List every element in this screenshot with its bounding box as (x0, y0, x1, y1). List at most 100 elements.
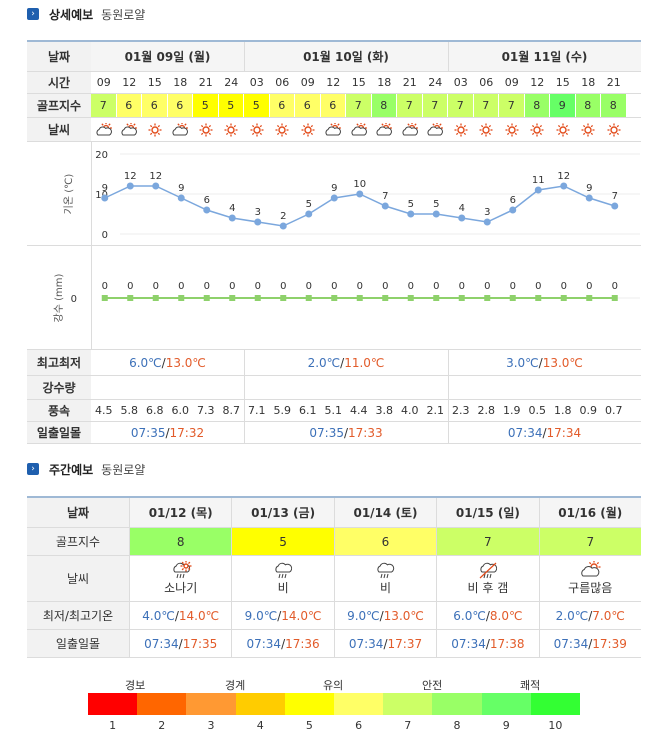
date-header-2: 01월 10일 (화) (303, 50, 389, 64)
sunrise-time: 07:34 (553, 636, 589, 651)
temp-data-label: 6 (510, 195, 516, 206)
temp-data-label: 4 (229, 203, 235, 214)
legend-number: 5 (305, 719, 313, 732)
weekly-weather: 비 (333, 556, 436, 601)
temp-point (330, 194, 338, 202)
precip-point (178, 295, 185, 301)
partly-cloudy-icon (168, 118, 194, 141)
temp-data-label: 9 (102, 183, 108, 194)
golf-index-cell: 6 (116, 94, 142, 117)
legend-swatch (88, 693, 138, 715)
golf-index-cell: 6 (167, 94, 193, 117)
golf-index-cell: 8 (371, 94, 397, 117)
precip-point (203, 295, 210, 301)
wind-cell: 6.1 (299, 404, 317, 417)
sunny-icon (525, 118, 551, 141)
sunny-icon (576, 118, 602, 141)
date-row: 날짜 01월 09일 (월) 01월 10일 (화) 01월 11일 (수) (27, 42, 641, 72)
wind-cell: 4.0 (401, 404, 419, 417)
weekly-temp: 9.0℃/13.0℃ (333, 602, 436, 629)
time-row: 시간 09 12 15 18 21 24 03 06 09 12 15 18 21 24 03 06 09 12 1… (27, 72, 641, 94)
wind-cell: 7.3 (197, 404, 215, 417)
sunrise-time: 07:35 (309, 425, 344, 440)
max-temp: 14.0℃ (178, 608, 220, 623)
precip-point (407, 295, 414, 301)
weekly-golf: 8 (129, 528, 232, 555)
golf-index-cell: 8 (601, 94, 627, 117)
weekly-weather-label: 날씨 (27, 556, 129, 601)
weekly-date: 01/13 (금) (231, 498, 333, 527)
sunny-icon (550, 118, 576, 141)
precip-point (484, 295, 491, 301)
weekly-temp: 4.0℃/14.0℃ (129, 602, 231, 629)
min-temp: 4.0℃ (142, 608, 175, 623)
sunny-icon (244, 118, 270, 141)
chevron-right-icon: › (27, 463, 39, 475)
temp-data-label: 9 (178, 183, 184, 194)
shower-icon (173, 561, 192, 579)
time-cell: 12 (122, 76, 137, 89)
max-temp: 13.0℃ (165, 355, 206, 370)
min-temp: 2.0℃ (555, 608, 589, 623)
wind-row: 풍속 4.5 5.8 6.8 6.0 7.3 8.7 7.1 5.9 6.1 5.1 4.4 3.8 4… (27, 400, 641, 422)
golf-index-cell: 7 (346, 94, 372, 117)
sunny-icon (601, 118, 627, 141)
precip-point (535, 295, 542, 301)
golf-index-cell: 7 (397, 94, 423, 117)
wind-cell: 2.1 (426, 404, 445, 417)
time-cell: 21 (402, 76, 417, 89)
temp-chart-row: 20 10 0 기온 (℃) 9 12 12 9 6 4 3 2 5 9 10 7 5 5 4 3 6 11 12 9 7 (27, 142, 641, 246)
time-cell: 18 (173, 76, 188, 89)
sunny-icon (448, 118, 474, 141)
temp-data-label: 9 (586, 183, 592, 194)
weekly-date: 01/15 (일) (436, 498, 538, 527)
golf-index-cell: 7 (91, 94, 117, 117)
precip-data-label: 0 (510, 281, 516, 292)
precip-data-label: 0 (586, 281, 592, 292)
precip-data-label: 0 (255, 281, 261, 292)
wind-cell: 6.8 (146, 404, 164, 417)
section-title-weekly: › 주간예보 동원로얄 (27, 461, 145, 477)
golf-index-cell: 6 (320, 94, 346, 117)
time-cell: 21 (606, 76, 621, 89)
temp-data-label: 5 (306, 199, 312, 210)
maxmin-label: 최고최저 (27, 350, 91, 375)
golf-index-legend: 경보 경계 유의 안전 쾌적 1 2 3 4 5 6 7 8 9 10 (88, 677, 581, 737)
precip-point (611, 295, 618, 301)
temp-point (152, 182, 160, 190)
precip-point (458, 295, 465, 301)
wind-cell: 1.9 (503, 404, 521, 417)
sun-day2: 07:35/17:33 (244, 422, 448, 443)
golf-index-cell: 7 (499, 94, 525, 117)
legend-number: 8 (453, 719, 461, 732)
golf-index-cell: 8 (575, 94, 601, 117)
partly-cloudy-icon (423, 118, 449, 141)
sunset-time: 17:36 (285, 636, 320, 651)
date-label: 날짜 (27, 42, 91, 71)
legend-number: 10 (548, 719, 563, 732)
weekly-title: 주간예보 (49, 462, 94, 477)
legend-swatch (137, 693, 187, 715)
precip-data-label: 0 (433, 281, 439, 292)
temp-data-label: 3 (484, 207, 490, 218)
temp-point (356, 190, 364, 198)
sunrise-time: 07:34 (246, 636, 282, 651)
wind-cell: 7.1 (248, 404, 266, 417)
weather-text: 비 (277, 581, 289, 595)
legend-color-bar (88, 693, 581, 715)
temp-axis-label: 기온 (℃) (63, 174, 75, 215)
sun-row: 일출일몰 07:35/17:32 07:35/17:33 07:34/17:34 (27, 422, 641, 444)
date-header-3: 01월 11일 (수) (501, 50, 588, 64)
legend-number: 6 (355, 719, 363, 732)
precip-point (152, 295, 159, 301)
precip-point (101, 295, 108, 301)
temp-data-label: 12 (124, 171, 137, 182)
time-cell: 09 (300, 76, 315, 89)
temp-data-label: 10 (353, 179, 366, 190)
sunset-time: 17:34 (546, 425, 582, 440)
sun-sep: / (343, 425, 349, 440)
weather-text: 구름많음 (568, 581, 613, 595)
time-cell: 21 (198, 76, 213, 89)
max-temp: 13.0℃ (542, 355, 583, 370)
